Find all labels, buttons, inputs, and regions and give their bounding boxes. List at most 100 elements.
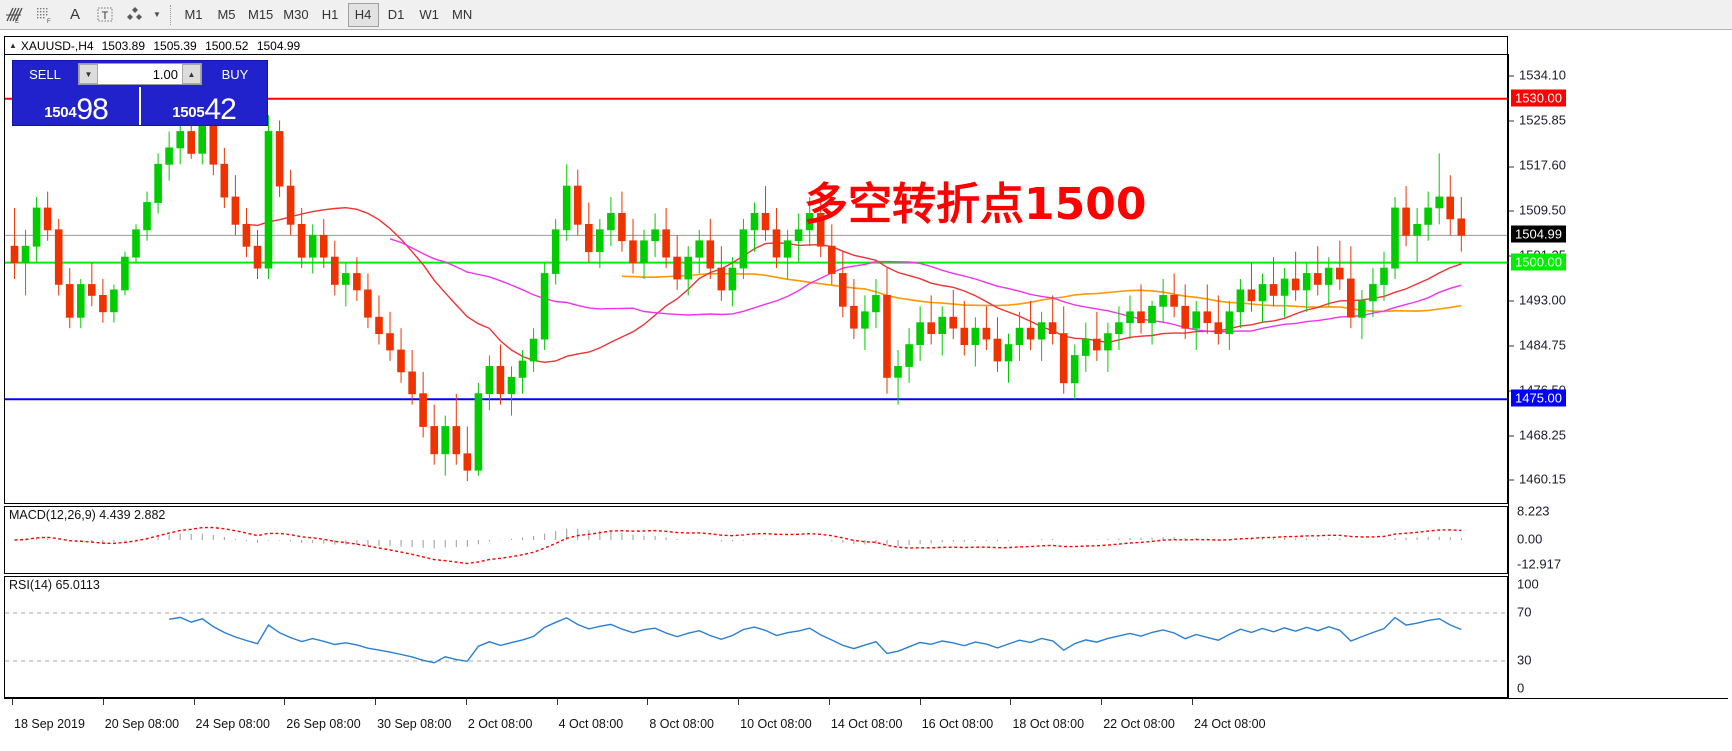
time-label-8: 10 Oct 08:00 xyxy=(740,717,812,731)
ohlc-open: 1503.89 xyxy=(101,38,145,53)
buy-price-main: 1505 xyxy=(172,104,205,121)
time-tick-mark xyxy=(1010,699,1012,705)
rsi-scale-3: 0 xyxy=(1517,680,1525,696)
timeframe-h4[interactable]: H4 xyxy=(347,2,379,27)
rsi-canvas xyxy=(5,612,1507,664)
rsi-scale-2: 30 xyxy=(1517,652,1532,668)
time-label-4: 30 Sep 08:00 xyxy=(377,717,452,731)
buy-button[interactable]: BUY xyxy=(203,61,267,87)
text-a-icon[interactable]: A xyxy=(69,6,80,23)
timeframe-mn[interactable]: MN xyxy=(451,7,473,22)
trade-panel-controls: SELL ▼ 1.00 ▲ BUY xyxy=(13,61,267,87)
macd-scale-2: -12.917 xyxy=(1517,556,1562,572)
collapse-triangle-icon[interactable]: ▲ xyxy=(9,41,17,50)
macd-pane[interactable]: MACD(12,26,9) 4.439 2.882 xyxy=(4,506,1508,574)
price-tick-8: 1468.25 xyxy=(1509,428,1566,443)
time-label-13: 24 Oct 08:00 xyxy=(1194,717,1266,731)
time-label-5: 2 Oct 08:00 xyxy=(467,717,533,731)
timeframe-d1[interactable]: D1 xyxy=(387,7,405,22)
price-tick-0: 1534.10 xyxy=(1509,68,1566,83)
macd-scale-0: 8.223 xyxy=(1517,503,1550,519)
price-tick-5: 1493.00 xyxy=(1509,292,1566,307)
time-tick-mark xyxy=(738,699,740,705)
macd-scale-1: 0.00 xyxy=(1517,531,1543,547)
volume-stepper[interactable]: ▼ 1.00 ▲ xyxy=(78,63,202,85)
time-label-7: 8 Oct 08:00 xyxy=(649,717,714,731)
price-scale[interactable]: 1534.101525.851517.601509.501501.251493.… xyxy=(1508,54,1728,698)
ohlc-high: 1505.39 xyxy=(153,38,197,53)
time-tick-mark xyxy=(193,699,195,705)
time-tick-mark xyxy=(375,699,377,705)
time-tick-mark xyxy=(828,699,830,705)
time-tick-mark xyxy=(12,699,13,705)
current-price-label[interactable]: 1504.99 xyxy=(1511,225,1566,243)
ohlc-values: 1503.89 1505.39 1500.52 1504.99 xyxy=(102,39,306,53)
rsi-scale-1: 70 xyxy=(1517,604,1532,620)
timeframe-w1[interactable]: W1 xyxy=(419,7,439,22)
rsi-label: RSI(14) 65.0113 xyxy=(9,578,100,592)
rsi-scale-0: 100 xyxy=(1517,576,1539,592)
time-label-10: 16 Oct 08:00 xyxy=(921,717,994,731)
price-tick-3: 1509.50 xyxy=(1509,202,1566,217)
svg-text:T: T xyxy=(102,10,109,22)
main-toolbar: E F A T xyxy=(0,0,1732,30)
time-label-12: 22 Oct 08:00 xyxy=(1103,717,1175,731)
timeframe-h1[interactable]: H1 xyxy=(321,7,339,22)
time-tick-mark xyxy=(1101,699,1103,705)
time-tick-mark xyxy=(1192,699,1193,705)
crosshair-ef-icon[interactable]: E xyxy=(0,2,30,28)
toolbar-separator xyxy=(170,4,171,25)
time-tick-mark xyxy=(919,699,921,705)
time-label-3: 26 Sep 08:00 xyxy=(286,717,361,731)
macd-label: MACD(12,26,9) 4.439 2.882 xyxy=(9,508,166,522)
sell-price-main: 1504 xyxy=(44,104,77,121)
sell-price[interactable]: 1504 98 xyxy=(13,87,141,125)
price-level-red-1530[interactable]: 1530.00 xyxy=(1511,89,1566,107)
price-tick-6: 1484.75 xyxy=(1509,337,1566,352)
price-tick-1: 1525.85 xyxy=(1509,113,1566,128)
sell-button[interactable]: SELL xyxy=(13,61,77,87)
ohlc-close: 1504.99 xyxy=(256,38,301,53)
price-level-blue-1475[interactable]: 1475.00 xyxy=(1511,389,1566,407)
time-tick-mark xyxy=(284,699,286,705)
timeframe-m15[interactable]: M15 xyxy=(248,7,274,22)
grid-f-icon[interactable]: F xyxy=(30,2,60,28)
time-label-2: 24 Sep 08:00 xyxy=(195,717,270,731)
volume-input[interactable]: 1.00 xyxy=(98,64,182,84)
time-label-9: 14 Oct 08:00 xyxy=(830,717,903,731)
one-click-trading-panel[interactable]: SELL ▼ 1.00 ▲ BUY 1504 98 1505 42 xyxy=(12,60,268,126)
price-tick-2: 1517.60 xyxy=(1509,158,1566,173)
time-tick-mark xyxy=(465,699,467,705)
rsi-pane[interactable]: RSI(14) 65.0113 xyxy=(4,576,1508,698)
buy-price[interactable]: 1505 42 xyxy=(141,87,267,125)
objects-icon[interactable] xyxy=(120,2,150,28)
time-tick-mark xyxy=(102,699,104,705)
macd-canvas xyxy=(14,526,1462,565)
time-axis: 18 Sep 2019 20 Sep 08:00 24 Sep 08:00 26 Se… xyxy=(4,698,1728,746)
time-label-1: 20 Sep 08:00 xyxy=(104,717,180,731)
timeframe-m5[interactable]: M5 xyxy=(217,7,236,22)
trade-panel-prices: 1504 98 1505 42 xyxy=(13,87,267,125)
symbol-label: XAUUSD-,H4 xyxy=(20,38,94,53)
sell-price-fraction: 98 xyxy=(76,92,108,126)
volume-increase-icon[interactable]: ▲ xyxy=(182,64,201,84)
buy-price-fraction: 42 xyxy=(204,92,236,126)
price-level-green-1500[interactable]: 1500.00 xyxy=(1511,253,1566,271)
time-tick-mark xyxy=(556,699,558,705)
time-label-11: 18 Oct 08:00 xyxy=(1012,717,1085,731)
svg-text:E: E xyxy=(15,19,19,24)
chart-window: ▲ XAUUSD-,H4 1503.89 1505.39 1500.52 150… xyxy=(4,36,1728,748)
time-tick-mark xyxy=(647,699,649,705)
ohlc-low: 1500.52 xyxy=(205,38,249,53)
time-label-0: 18 Sep 2019 xyxy=(14,717,85,731)
timeframe-m1[interactable]: M1 xyxy=(184,7,203,22)
objects-dropdown-caret-icon[interactable]: ▼ xyxy=(153,10,161,19)
symbol-quote-bar: ▲ XAUUSD-,H4 1503.89 1505.39 1500.52 150… xyxy=(4,36,1508,54)
price-chart-pane[interactable] xyxy=(4,54,1508,504)
price-tick-9: 1460.15 xyxy=(1509,472,1566,487)
timeframe-m30[interactable]: M30 xyxy=(283,7,309,22)
volume-decrease-icon[interactable]: ▼ xyxy=(79,64,98,84)
text-label-icon[interactable]: T xyxy=(90,2,120,28)
svg-text:F: F xyxy=(47,19,51,24)
chart-annotation-text: 多空转折点1500 xyxy=(804,179,1147,230)
